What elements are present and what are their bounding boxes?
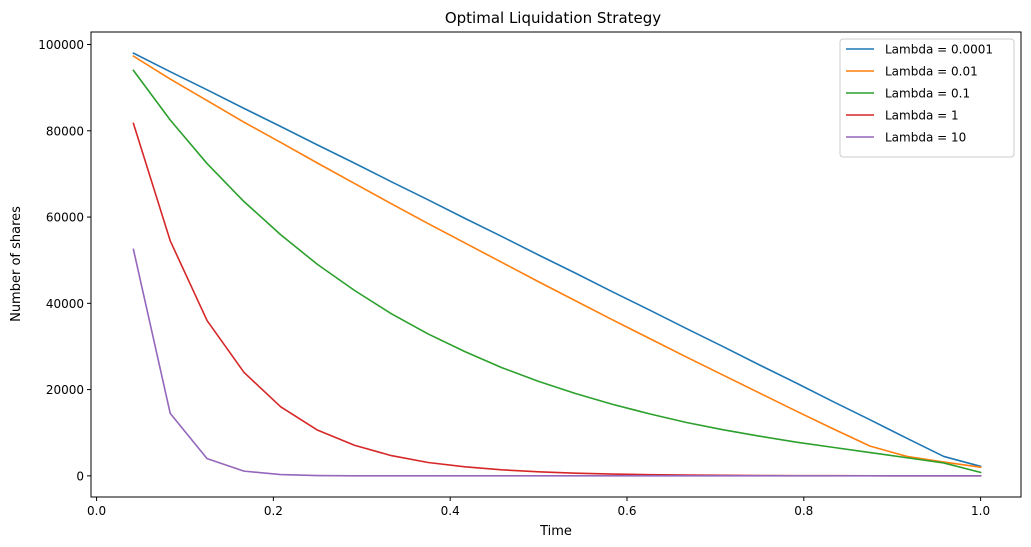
y-tick-label: 20000 [46,383,84,397]
x-tick-label: 0.2 [264,504,283,518]
y-axis-label: Number of shares [9,206,24,322]
y-tick-label: 0 [76,469,84,483]
x-tick-label: 0.8 [794,504,813,518]
chart-title: Optimal Liquidation Strategy [445,9,661,27]
series-line-2 [132,69,982,474]
legend-label-2: Lambda = 0.1 [885,87,970,101]
series-layer [132,52,982,477]
y-tick-label: 80000 [46,124,84,138]
x-tick-label: 0.4 [441,504,460,518]
legend-box [839,38,1015,158]
x-axis-label: Time [539,524,572,539]
series-line-0 [132,52,982,468]
series-line-4 [132,248,982,477]
legend-label-0: Lambda = 0.0001 [885,43,993,57]
x-tick-label: 0.0 [87,504,106,518]
x-axis: 0.0 0.2 0.4 0.6 0.8 1.0 [87,497,990,518]
plot-area-frame [90,31,1022,498]
legend: Lambda = 0.0001 Lambda = 0.01 Lambda = 0.1… [839,38,1015,158]
series-line-1 [132,55,982,469]
y-tick-label: 60000 [46,211,84,225]
legend-label-3: Lambda = 1 [885,109,959,123]
legend-label-4: Lambda = 10 [885,131,966,145]
y-tick-label: 100000 [38,38,84,52]
y-tick-label: 40000 [46,297,84,311]
y-axis: 0 20000 40000 60000 80000 100000 [38,38,91,483]
legend-label-1: Lambda = 0.01 [885,65,978,79]
x-tick-label: 1.0 [971,504,990,518]
x-tick-label: 0.6 [617,504,636,518]
